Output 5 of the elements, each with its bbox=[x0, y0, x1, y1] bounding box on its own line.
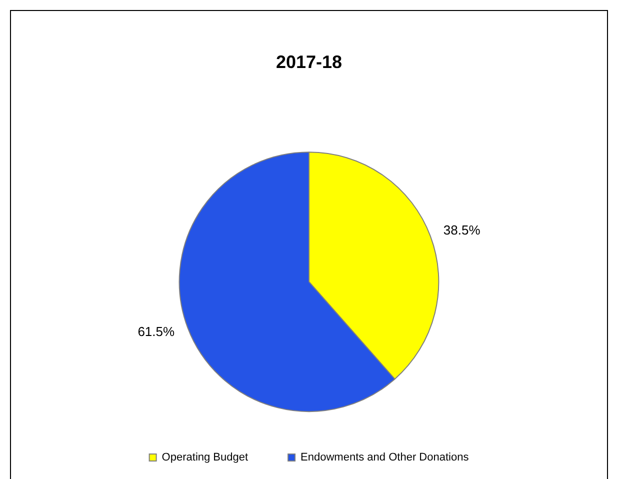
data-label: 61.5% bbox=[138, 324, 176, 340]
legend-label: Endowments and Other Donations bbox=[300, 452, 470, 464]
data-label: 38.5% bbox=[443, 222, 481, 238]
legend-label: Operating Budget bbox=[162, 452, 248, 464]
chart-title: 2017-18 bbox=[276, 52, 342, 72]
